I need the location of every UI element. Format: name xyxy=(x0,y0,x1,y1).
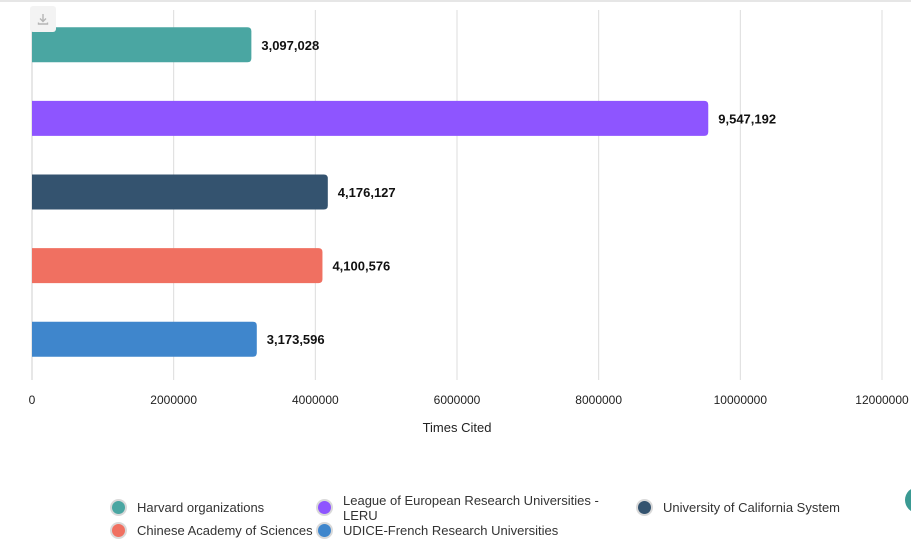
download-button[interactable] xyxy=(30,6,56,32)
bar-value-label: 3,173,596 xyxy=(267,332,325,347)
bar xyxy=(32,27,252,63)
legend-dot xyxy=(110,499,127,516)
chart-legend: Harvard organizations League of European… xyxy=(110,493,870,542)
legend-row: Harvard organizations League of European… xyxy=(110,493,870,523)
x-axis-title: Times Cited xyxy=(423,420,492,435)
bar xyxy=(32,321,257,357)
legend-label: League of European Research Universities… xyxy=(343,492,599,523)
legend-dot xyxy=(636,499,653,516)
x-tick-label: 8000000 xyxy=(575,393,622,407)
legend-dot xyxy=(316,522,333,539)
x-tick-label: 4000000 xyxy=(292,393,339,407)
legend-item-udice[interactable]: UDICE-French Research Universities xyxy=(316,522,558,539)
legend-item-cas[interactable]: Chinese Academy of Sciences xyxy=(110,522,316,539)
legend-dot xyxy=(110,522,127,539)
legend-item-leru[interactable]: League of European Research Universities… xyxy=(316,493,636,523)
x-tick-label: 2000000 xyxy=(150,393,197,407)
x-tick-label: 12000000 xyxy=(855,393,909,407)
x-tick-label: 10000000 xyxy=(714,393,768,407)
x-tick-label: 0 xyxy=(29,393,36,407)
bar xyxy=(32,174,328,210)
legend-label: UDICE-French Research Universities xyxy=(343,523,559,538)
legend-item-harvard[interactable]: Harvard organizations xyxy=(110,499,316,516)
top-border xyxy=(0,0,911,2)
legend-label: University of California System xyxy=(663,500,840,515)
x-tick-label: 6000000 xyxy=(434,393,481,407)
bar-value-label: 9,547,192 xyxy=(718,111,776,126)
bar-chart: 3,097,028 9,547,192 4,176,127 4,100,576 3,17… xyxy=(29,10,909,435)
bar xyxy=(32,248,323,284)
legend-label: Chinese Academy of Sciences xyxy=(137,523,313,538)
bar xyxy=(32,100,709,136)
bar-value-label: 3,097,028 xyxy=(261,38,319,53)
legend-dot xyxy=(316,499,333,516)
legend-item-uc-system[interactable]: University of California System xyxy=(636,499,840,516)
legend-row: Chinese Academy of Sciences UDICE-French… xyxy=(110,519,870,542)
side-action-button[interactable] xyxy=(905,487,911,513)
bar-value-label: 4,176,127 xyxy=(338,185,396,200)
bar-value-label: 4,100,576 xyxy=(332,259,390,274)
legend-label: Harvard organizations xyxy=(137,500,265,515)
download-icon xyxy=(37,14,49,25)
